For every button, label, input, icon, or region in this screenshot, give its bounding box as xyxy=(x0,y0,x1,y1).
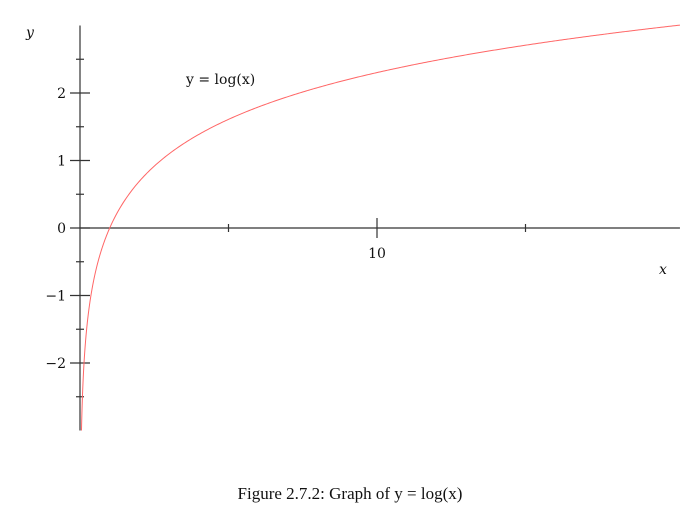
y-axis-label: y xyxy=(25,25,35,41)
log-chart: −2 −1 0 1 2 10 x y y = log(x) xyxy=(25,24,680,431)
y-tick-label: 2 xyxy=(57,86,66,102)
x-axis-label: x xyxy=(659,262,667,278)
curve-annotation: y = log(x) xyxy=(185,72,255,88)
y-tick-label: −2 xyxy=(45,356,66,372)
log-curve xyxy=(80,24,680,431)
y-tick-label: 0 xyxy=(57,221,66,237)
y-tick-label: 1 xyxy=(57,154,66,170)
y-tick-label: −1 xyxy=(45,289,66,305)
x-tick-label: 10 xyxy=(368,246,386,262)
figure-caption: Figure 2.7.2: Graph of y = log(x) xyxy=(237,484,463,503)
